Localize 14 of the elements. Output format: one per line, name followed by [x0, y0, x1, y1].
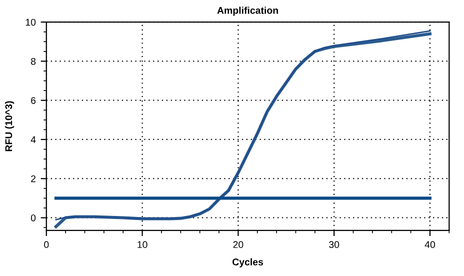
x-tick-label: 0 [44, 241, 49, 248]
chart-title: Amplification [217, 6, 278, 16]
x-tick-label: 40 [424, 241, 435, 248]
y-tick-label: 2 [31, 175, 36, 182]
y-tick-label: 4 [30, 136, 36, 143]
y-tick-label: 6 [31, 97, 36, 104]
y-tick-label: 10 [26, 18, 36, 26]
x-tick-label: 30 [329, 241, 340, 248]
x-tick-label: 10 [138, 241, 148, 248]
x-tick-label: 20 [233, 241, 244, 248]
y-axis-title: RFU (10^3) [4, 101, 14, 152]
x-axis-title: Cycles [232, 258, 264, 268]
y-tick-label: 8 [31, 58, 36, 65]
y-tick-label: 0 [30, 214, 36, 222]
